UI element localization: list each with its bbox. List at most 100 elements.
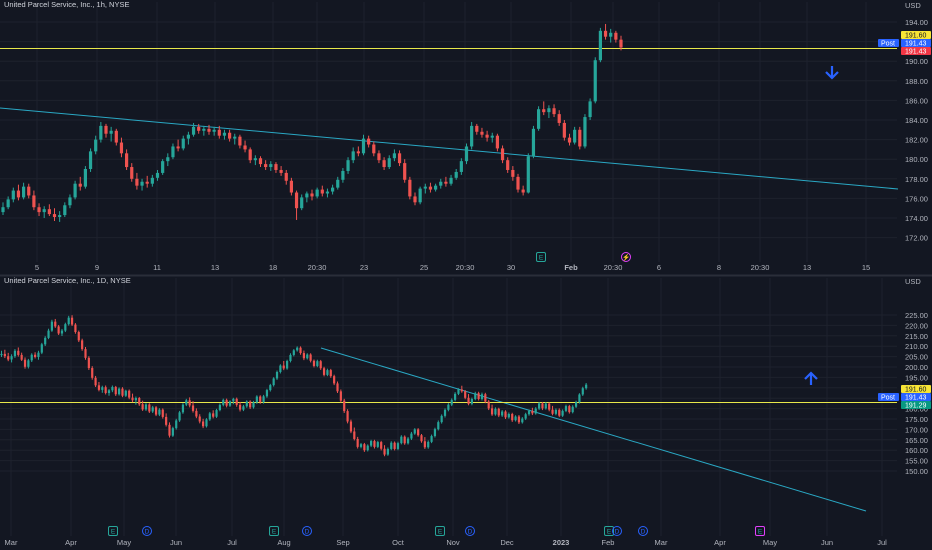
event-marker-label: D <box>145 529 150 536</box>
candle-body <box>603 30 608 37</box>
candle-body <box>428 186 433 190</box>
candle-body <box>497 408 500 416</box>
post-market-label: Post <box>881 41 895 48</box>
candle-body <box>420 435 423 442</box>
candle-body <box>380 442 383 449</box>
event-marker-label: E <box>111 529 116 536</box>
event-marker-label: D <box>468 529 473 536</box>
candle-body <box>154 407 158 415</box>
candle-body <box>437 422 440 430</box>
earnings-event-marker[interactable]: E <box>269 526 279 536</box>
candle-body <box>588 101 592 118</box>
x-tick-label: Apr <box>714 538 726 547</box>
candle-body <box>145 181 149 184</box>
y-tick-label: 180.00 <box>905 405 928 414</box>
candle-body <box>474 393 477 400</box>
candle-body <box>141 404 144 410</box>
candle-body <box>131 397 134 401</box>
y-tick-label: 172.00 <box>905 234 928 243</box>
candle-body <box>548 403 551 410</box>
candle-body <box>558 409 561 416</box>
earnings-event-marker[interactable]: E <box>604 526 614 536</box>
candle-body <box>218 404 221 411</box>
candle-body <box>396 443 400 449</box>
candle-body <box>23 359 27 367</box>
hourly-pane[interactable]: 194.00192.00190.00188.00186.00184.00182.… <box>0 0 931 272</box>
candle-body <box>507 414 510 418</box>
candle-body <box>494 408 497 415</box>
y-tick-label: 220.00 <box>905 321 928 330</box>
candle-body <box>111 386 114 391</box>
post-market-price-label: 191.43 <box>905 395 927 402</box>
candle-body <box>68 197 72 206</box>
candle-body <box>343 400 346 412</box>
x-tick-label: 5 <box>35 263 39 272</box>
candle-body <box>567 137 572 143</box>
candle-body <box>614 32 618 40</box>
candle-body <box>501 411 504 416</box>
x-tick-label: 13 <box>803 263 811 272</box>
candle-body <box>363 444 366 451</box>
candle-body <box>410 433 413 439</box>
candle-body <box>249 401 252 408</box>
candle-body <box>70 317 74 325</box>
x-tick-label: May <box>763 538 777 547</box>
earnings-event-marker[interactable]: E <box>435 526 445 536</box>
candle-body <box>470 125 474 147</box>
candle-body <box>423 186 427 189</box>
candle-body <box>233 136 237 139</box>
candle-body <box>125 153 129 168</box>
candle-body <box>571 406 574 413</box>
candle-body <box>353 431 356 439</box>
earnings-event-marker[interactable]: E <box>755 526 765 536</box>
dividend-event-marker[interactable]: D <box>142 526 152 536</box>
candle-body <box>245 401 248 407</box>
y-tick-label: 176.00 <box>905 194 928 203</box>
candle-body <box>346 160 350 171</box>
candle-body <box>339 391 342 401</box>
candle-body <box>238 404 242 410</box>
x-tick-label: 15 <box>862 263 870 272</box>
candle-body <box>397 153 402 164</box>
post-market-badge <box>878 393 899 401</box>
candle-body <box>393 442 396 449</box>
candle-body <box>166 157 170 162</box>
candle-body <box>17 350 20 355</box>
x-tick-label: Mar <box>5 538 18 547</box>
arrow-down-icon[interactable] <box>825 66 839 80</box>
news-event-marker[interactable]: ⚡ <box>621 252 631 262</box>
trendline[interactable] <box>0 107 899 190</box>
candle-body <box>593 60 597 102</box>
candle-body <box>114 130 118 143</box>
dividend-event-marker[interactable]: D <box>302 526 312 536</box>
candle-body <box>171 428 174 436</box>
candle-body <box>383 448 386 455</box>
candle-body <box>326 370 329 375</box>
event-marker-label: E <box>758 529 763 536</box>
candle-body <box>403 436 406 444</box>
earnings-event-marker[interactable]: E <box>536 252 546 262</box>
dividend-event-marker[interactable]: D <box>638 526 648 536</box>
candle-body <box>542 109 546 113</box>
candle-body <box>504 411 507 418</box>
earnings-event-marker[interactable]: E <box>108 526 118 536</box>
close-price-label: 191.43 <box>905 49 927 56</box>
trendline[interactable] <box>320 347 867 512</box>
dividend-event-marker[interactable]: D <box>465 526 475 536</box>
candle-body <box>57 326 60 334</box>
dividend-event-marker[interactable]: D <box>612 526 622 536</box>
candle-body <box>333 376 336 384</box>
candle-body <box>58 215 62 218</box>
earnings-marker-box <box>604 526 614 536</box>
arrow-up-icon[interactable] <box>804 371 818 385</box>
candle-body <box>73 183 77 198</box>
candle-body <box>500 148 505 161</box>
y-tick-label: 182.00 <box>905 136 928 145</box>
candle-body <box>440 415 443 423</box>
candle-body <box>516 176 520 190</box>
candle-body <box>309 354 312 361</box>
candle-body <box>417 429 420 436</box>
event-marker-label: D <box>615 529 620 536</box>
